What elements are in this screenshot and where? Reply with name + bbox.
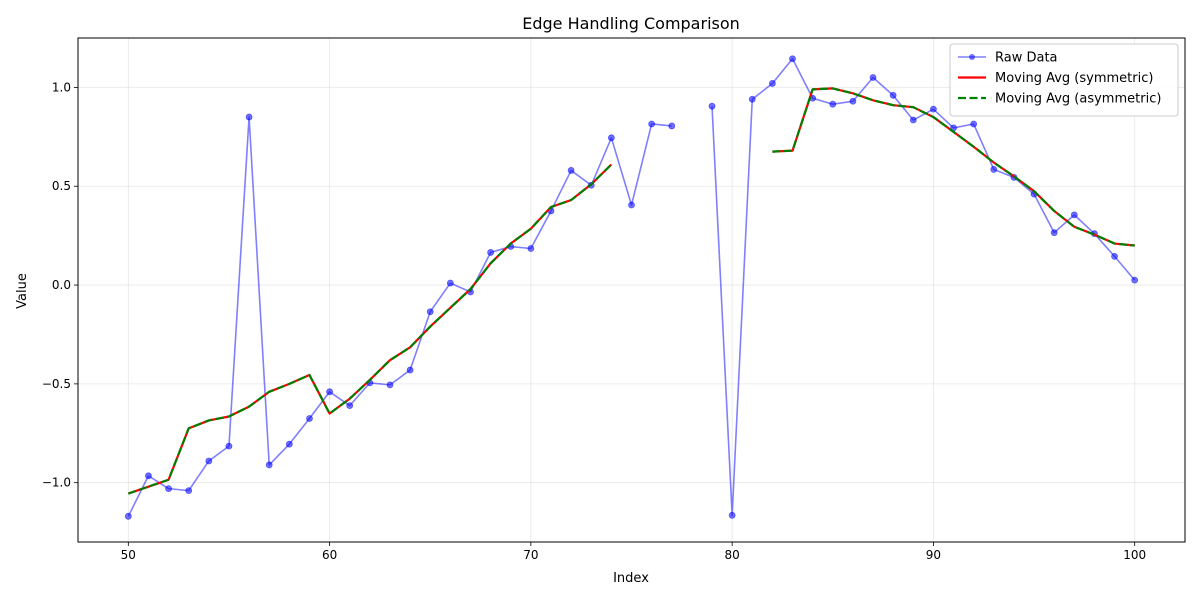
raw-data-line — [127, 116, 672, 517]
raw-data-point — [165, 485, 172, 493]
raw-data-point — [185, 487, 193, 495]
raw-data-point — [930, 105, 937, 113]
y-tick-label: 0.0 — [52, 278, 71, 292]
y-tick-label: −1.0 — [42, 476, 71, 490]
x-tick-label: 80 — [724, 548, 739, 562]
x-tick-label: 60 — [322, 548, 337, 562]
raw-data-point — [708, 102, 716, 110]
raw-data-point — [607, 134, 615, 142]
raw-data-point — [306, 415, 313, 422]
raw-data-point — [849, 97, 857, 105]
raw-data-point — [346, 402, 354, 410]
raw-data-point — [225, 442, 233, 450]
raw-data-point — [748, 95, 756, 103]
raw-data-point — [487, 249, 495, 256]
raw-data-point — [205, 457, 213, 465]
raw-data-point — [1111, 252, 1118, 260]
plot-frame — [77, 37, 1186, 543]
raw-data-point — [648, 120, 656, 128]
raw-data-point — [406, 366, 414, 374]
raw-data-point — [829, 100, 837, 108]
raw-data-point — [628, 201, 635, 209]
raw-data-point — [869, 74, 877, 81]
y-axis-label: Value — [15, 273, 30, 309]
moving-avg-asymmetric-line — [127, 163, 613, 495]
raw-data-point — [124, 512, 132, 520]
raw-data-point — [728, 511, 736, 519]
raw-data-point — [426, 308, 434, 316]
raw-data-point — [567, 167, 575, 174]
legend-label-raw-data: Raw Data — [995, 51, 1058, 66]
raw-data-point — [1050, 229, 1058, 237]
raw-data-point — [889, 91, 897, 99]
x-axis-label: Index — [613, 571, 649, 586]
y-tick-label: 0.5 — [52, 179, 71, 193]
raw-data-point — [970, 120, 978, 128]
axis-ticks: 50 60 70 80 90 100 −1.0 −0.5 0.0 0.5 1.0 — [42, 80, 1146, 562]
raw-data-point — [285, 440, 293, 448]
x-tick-label: 90 — [926, 548, 941, 562]
raw-data-point — [386, 381, 394, 389]
y-tick-label: −0.5 — [42, 377, 71, 391]
raw-data-point — [990, 166, 998, 173]
x-tick-label: 100 — [1123, 548, 1146, 562]
series-moving-avg-asymmetric — [127, 87, 1135, 495]
raw-data-point — [768, 80, 776, 87]
raw-data-point — [145, 472, 152, 480]
legend-marker-raw-data — [969, 54, 975, 60]
raw-data-point — [245, 113, 253, 121]
chart-title: Edge Handling Comparison — [522, 14, 740, 33]
legend-label-moving-avg-asymmetric: Moving Avg (asymmetric) — [995, 92, 1161, 107]
raw-data-line — [711, 57, 1136, 517]
series-layer — [124, 55, 1139, 520]
x-tick-label: 50 — [121, 548, 136, 562]
raw-data-point — [446, 279, 454, 287]
x-tick-label: 70 — [523, 548, 538, 562]
series-raw-data — [124, 55, 1139, 520]
raw-data-point — [1070, 211, 1078, 219]
moving-avg-asymmetric-line — [772, 87, 1135, 247]
legend-box — [949, 43, 1179, 117]
legend-label-moving-avg-symmetric: Moving Avg (symmetric) — [995, 71, 1153, 86]
raw-data-point — [527, 245, 535, 252]
raw-data-point — [326, 388, 333, 396]
legend: Raw Data Moving Avg (symmetric) Moving Avg… — [949, 43, 1179, 117]
raw-data-point — [909, 116, 917, 124]
raw-data-point — [789, 55, 796, 63]
y-tick-label: 1.0 — [52, 80, 71, 94]
raw-data-point — [265, 461, 273, 469]
raw-data-point — [668, 122, 676, 130]
raw-data-point — [1131, 276, 1139, 284]
